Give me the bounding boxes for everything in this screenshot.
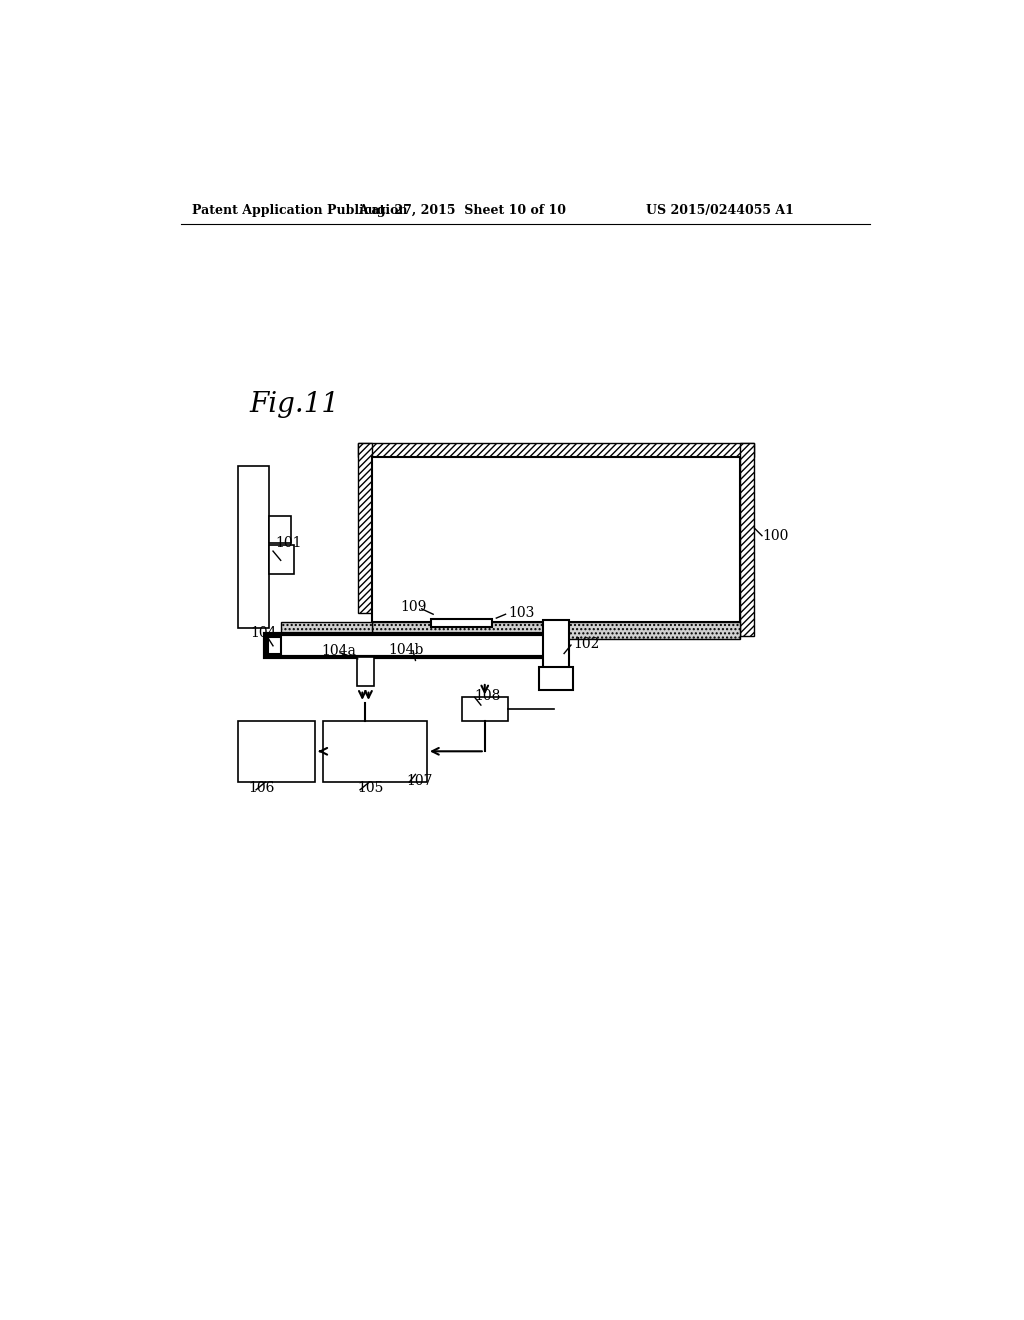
Bar <box>539 667 573 689</box>
Bar <box>239 721 315 781</box>
Bar <box>357 444 372 612</box>
Text: 103: 103 <box>508 606 535 619</box>
Text: 104a: 104a <box>322 644 356 659</box>
Bar <box>267 638 282 653</box>
Text: Fig.11: Fig.11 <box>250 391 340 418</box>
Bar <box>281 622 372 639</box>
Text: 109: 109 <box>400 599 426 614</box>
Bar <box>372 457 740 622</box>
Bar <box>740 444 755 636</box>
Bar <box>269 545 294 574</box>
Bar <box>357 657 374 686</box>
Bar <box>269 516 291 544</box>
Text: 107: 107 <box>407 774 433 788</box>
Bar <box>543 620 569 675</box>
Text: 101: 101 <box>275 536 302 550</box>
Text: 102: 102 <box>573 636 600 651</box>
Text: 108: 108 <box>475 689 501 702</box>
Text: 105: 105 <box>357 781 384 795</box>
Bar <box>431 619 493 627</box>
Text: 104: 104 <box>250 627 276 640</box>
Bar <box>323 721 427 781</box>
Text: 100: 100 <box>762 529 788 543</box>
Text: Patent Application Publication: Patent Application Publication <box>193 205 408 218</box>
Text: 104b: 104b <box>388 643 424 656</box>
Bar <box>239 466 269 628</box>
Bar <box>372 622 740 639</box>
Bar <box>462 697 508 721</box>
Text: 106: 106 <box>249 781 274 795</box>
Text: Aug. 27, 2015  Sheet 10 of 10: Aug. 27, 2015 Sheet 10 of 10 <box>357 205 565 218</box>
Bar <box>265 635 562 657</box>
Text: US 2015/0244055 A1: US 2015/0244055 A1 <box>646 205 795 218</box>
Bar <box>357 444 755 457</box>
